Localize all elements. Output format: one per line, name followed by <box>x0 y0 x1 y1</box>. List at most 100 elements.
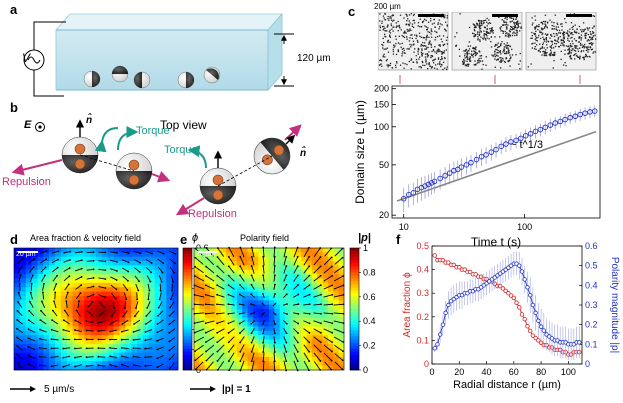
micrograph-dot <box>541 47 543 49</box>
micrograph-dot <box>426 63 428 65</box>
heat-cell <box>242 291 248 297</box>
micrograph-dot <box>582 22 585 24</box>
heat-cell <box>166 252 173 258</box>
heat-cell <box>215 330 222 336</box>
field-arrow <box>303 294 310 298</box>
heat-cell <box>142 295 150 301</box>
micrograph-dot <box>480 24 482 26</box>
micrograph-dot <box>402 62 404 64</box>
micrograph-dot <box>408 60 411 63</box>
heat-cell <box>269 269 275 275</box>
micrograph-dot <box>409 37 411 39</box>
heat-cell <box>113 361 120 366</box>
micrograph-dot <box>575 50 577 52</box>
heat-cell <box>37 295 44 301</box>
heat-cell <box>142 274 150 279</box>
heat-cell <box>295 313 302 319</box>
micrograph-dot <box>437 49 439 51</box>
micrograph-dot <box>439 62 441 65</box>
heat-cell <box>338 322 345 327</box>
field-arrow <box>216 320 225 324</box>
heat-cell <box>269 291 275 297</box>
micrograph-dot <box>549 19 551 21</box>
heat-cell <box>160 335 167 340</box>
micrograph-dot <box>494 66 496 68</box>
micrograph-dot <box>541 22 543 24</box>
heat-cell <box>55 317 62 323</box>
heat-cell <box>14 313 21 319</box>
field-arrow <box>121 329 129 333</box>
heat-cell <box>72 309 79 314</box>
micrograph-dot <box>434 39 436 41</box>
micrograph-dot <box>559 23 562 25</box>
micrograph-dot <box>514 26 517 28</box>
heat-cell <box>274 295 281 301</box>
micrograph-dot <box>380 63 382 65</box>
micrograph-dot <box>507 35 509 37</box>
field-arrow <box>65 301 68 309</box>
heat-cell <box>119 352 126 358</box>
micrograph-dot <box>549 37 551 39</box>
field-arrow <box>217 344 225 352</box>
micrograph-dot <box>545 36 547 39</box>
micrograph-dot <box>432 60 434 62</box>
field-arrow <box>86 330 94 332</box>
heat-cell <box>137 352 144 358</box>
heat-cell <box>60 291 68 297</box>
heat-cell <box>285 269 291 275</box>
heat-cell <box>172 269 179 275</box>
field-arrow-head <box>297 312 300 315</box>
heat-cell <box>107 265 114 271</box>
micrograph-dot <box>422 20 425 22</box>
micrograph-dot <box>493 54 495 56</box>
field-arrow <box>86 277 94 280</box>
field-arrow <box>98 330 106 332</box>
heat-cell <box>160 304 167 310</box>
field-arrow <box>133 319 141 325</box>
heat-cell <box>194 252 200 258</box>
heat-cell <box>19 339 27 345</box>
micrograph-dot <box>554 14 556 16</box>
heat-cell <box>137 309 144 314</box>
micrograph-dot <box>534 15 536 17</box>
heat-cell <box>148 265 155 271</box>
micrograph-dot <box>538 24 540 26</box>
heat-cell <box>194 339 200 345</box>
micrograph-dot <box>433 67 436 69</box>
micrograph-dot <box>545 38 547 40</box>
heat-cell <box>258 326 264 332</box>
micrograph-dot <box>531 47 533 49</box>
heat-cell <box>295 343 302 349</box>
micrograph-dot <box>480 36 482 38</box>
micrograph-dot <box>475 64 477 66</box>
field-arrow <box>228 336 235 343</box>
field-arrow <box>86 364 94 367</box>
heat-cell <box>301 304 307 310</box>
micrograph-dot <box>589 47 592 49</box>
heat-cell <box>166 261 173 266</box>
heat-cell <box>137 330 144 336</box>
micrograph-dot <box>557 26 560 28</box>
field-arrow-head <box>29 291 32 294</box>
field-arrow-head <box>68 267 71 269</box>
heat-cell <box>210 304 216 310</box>
heat-cell <box>90 265 97 271</box>
heat-cell <box>210 282 216 288</box>
micrograph-dot <box>508 44 510 47</box>
micrograph-dot <box>491 27 493 29</box>
heat-cell <box>172 322 179 327</box>
heat-cell <box>84 313 91 319</box>
heat-cell <box>204 295 211 301</box>
micrograph-dot <box>550 33 552 36</box>
heat-cell <box>322 274 329 279</box>
heat-cell <box>295 356 302 362</box>
heat-cell <box>90 361 97 366</box>
field-arrow-head <box>227 322 230 325</box>
micrograph-dot <box>478 61 480 64</box>
heat-cell <box>306 252 313 258</box>
heat-cell <box>306 317 313 323</box>
micrograph-dot <box>411 25 414 27</box>
micrograph-dot <box>379 20 381 22</box>
heat-cell <box>226 326 232 332</box>
colorbar-cell <box>183 330 192 334</box>
